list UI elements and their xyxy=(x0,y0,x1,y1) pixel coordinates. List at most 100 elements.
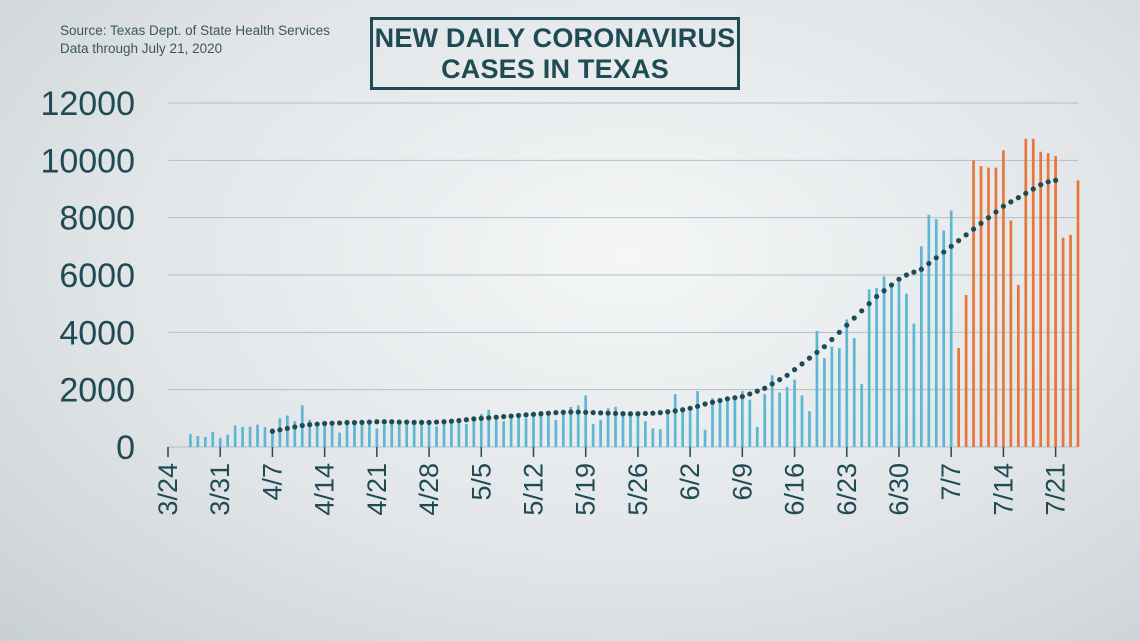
bar-day-24 xyxy=(345,419,349,447)
avg-dot-41 xyxy=(575,409,581,415)
avg-dot-59 xyxy=(709,399,716,405)
bar-day-76 xyxy=(733,398,737,447)
bar-day-103 xyxy=(934,219,938,447)
bar-day-22 xyxy=(330,421,334,447)
bar-day-20 xyxy=(315,422,319,447)
bar-day-89 xyxy=(830,346,834,447)
bar-day-102 xyxy=(927,214,931,447)
bar-day-92 xyxy=(852,338,856,447)
avg-dot-76 xyxy=(836,329,842,335)
avg-dot-5 xyxy=(307,422,313,428)
avg-dot-85 xyxy=(903,272,910,278)
chart-title-box: NEW DAILY CORONAVIRUS CASES IN TEXAS xyxy=(370,17,740,90)
y-tick-label-6000: 6000 xyxy=(59,257,135,295)
x-tick-label-4-7: 4/7 xyxy=(257,463,287,501)
bar-day-61 xyxy=(621,411,625,447)
gridlines xyxy=(168,102,1078,448)
bar-day-116 xyxy=(1031,138,1035,447)
bar-day-86 xyxy=(808,411,811,447)
bar-day-105 xyxy=(949,210,953,447)
avg-dot-101 xyxy=(1023,190,1029,196)
avg-dot-75 xyxy=(829,336,835,343)
bar-day-112 xyxy=(1002,150,1005,448)
bar-day-80 xyxy=(763,393,767,447)
bar-day-14 xyxy=(271,428,274,447)
bar-day-3 xyxy=(189,434,192,447)
data-through-line: Data through July 21, 2020 xyxy=(60,41,223,56)
avg-dot-32 xyxy=(508,413,514,419)
x-tick-label-4-21: 4/21 xyxy=(362,463,392,516)
avg-dot-23 xyxy=(441,419,447,425)
avg-dot-77 xyxy=(844,322,850,328)
avg-dot-42 xyxy=(583,409,589,415)
bar-day-59 xyxy=(606,408,610,447)
x-tick-label-5-5: 5/5 xyxy=(466,463,496,501)
chart-title-line-1: NEW DAILY CORONAVIRUS xyxy=(374,22,736,53)
y-tick-label-4000: 4000 xyxy=(59,314,135,352)
avg-dot-100 xyxy=(1015,195,1021,201)
bar-day-48 xyxy=(524,418,528,447)
avg-dot-54 xyxy=(672,408,678,414)
bar-day-29 xyxy=(382,424,386,447)
bar-day-10 xyxy=(241,426,244,447)
bar-day-31 xyxy=(397,421,401,447)
bar-day-114 xyxy=(1016,285,1020,447)
bar-day-7 xyxy=(218,437,222,447)
avg-dot-99 xyxy=(1008,199,1014,205)
bar-day-39 xyxy=(457,422,461,447)
avg-dot-86 xyxy=(911,269,917,275)
bar-day-104 xyxy=(942,230,946,447)
bar-day-34 xyxy=(420,423,423,447)
avg-dot-48 xyxy=(627,411,634,417)
avg-dot-7 xyxy=(322,420,328,427)
avg-dot-93 xyxy=(963,232,969,238)
avg-dot-53 xyxy=(665,409,671,415)
avg-dot-82 xyxy=(881,288,887,294)
avg-dot-63 xyxy=(739,393,745,400)
avg-dot-4 xyxy=(299,422,305,429)
x-axis-ticks: 3/24 3/31 4/7 4/14 4/21 4/28 5/5 5/12 5/19 5/26 6/… xyxy=(153,447,1071,516)
avg-dot-70 xyxy=(791,367,798,373)
avg-dot-84 xyxy=(896,276,902,282)
bar-day-98 xyxy=(897,282,901,447)
bar-day-54 xyxy=(569,406,573,447)
bar-day-90 xyxy=(837,348,841,447)
bar-day-83 xyxy=(785,386,789,447)
bar-day-79 xyxy=(755,426,759,447)
avg-dot-19 xyxy=(411,419,417,425)
avg-dot-45 xyxy=(605,410,611,416)
avg-dot-31 xyxy=(501,414,507,420)
bar-day-107 xyxy=(964,295,968,447)
avg-dot-28 xyxy=(478,415,484,421)
avg-dot-92 xyxy=(956,238,962,244)
x-tick-label-5-12: 5/12 xyxy=(518,463,548,516)
avg-dot-102 xyxy=(1030,186,1036,192)
avg-dot-29 xyxy=(486,415,492,421)
bar-day-46 xyxy=(509,418,513,447)
x-tick-label-6-2: 6/2 xyxy=(675,463,705,501)
avg-dot-87 xyxy=(918,266,924,272)
bar-day-6 xyxy=(211,432,215,447)
bar-day-120 xyxy=(1061,237,1065,447)
bar-day-118 xyxy=(1046,153,1050,448)
bar-day-66 xyxy=(658,429,662,447)
avg-dot-36 xyxy=(538,411,544,417)
bar-day-87 xyxy=(815,330,819,447)
avg-dot-57 xyxy=(694,403,701,409)
avg-dot-80 xyxy=(866,301,872,307)
y-tick-label-10000: 10000 xyxy=(40,142,135,180)
bar-day-100 xyxy=(912,323,916,447)
bar-day-63 xyxy=(636,415,640,447)
bars xyxy=(189,138,1080,448)
avg-dot-83 xyxy=(888,282,895,288)
x-tick-label-4-28: 4/28 xyxy=(414,463,444,516)
x-tick-label-4-14: 4/14 xyxy=(310,463,340,516)
avg-dot-12 xyxy=(359,419,365,425)
bar-day-19 xyxy=(308,419,312,447)
avg-dot-69 xyxy=(784,372,790,378)
bar-day-25 xyxy=(353,422,356,447)
avg-dot-103 xyxy=(1038,182,1044,188)
avg-dot-0 xyxy=(269,428,276,434)
bar-day-101 xyxy=(920,246,923,447)
bar-day-5 xyxy=(203,436,207,447)
